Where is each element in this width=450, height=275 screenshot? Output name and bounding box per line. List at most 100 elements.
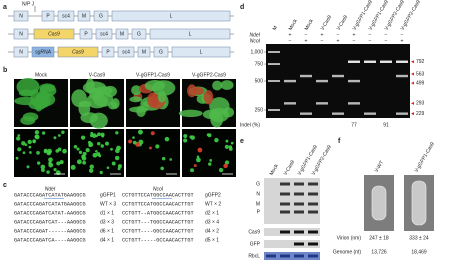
lane-label: V-Cas9: [320, 14, 334, 31]
enzyme-sign: +: [321, 32, 324, 38]
gene-box: [137, 46, 151, 58]
size-marker: [411, 101, 414, 105]
allele-count: d1 × 1: [100, 210, 114, 216]
leaf: [136, 105, 146, 117]
cell: [97, 132, 101, 137]
blot-band: [280, 230, 290, 234]
leaf: [129, 96, 142, 103]
blot-band: [280, 182, 290, 186]
junction-label: N/P J: [22, 1, 35, 7]
cell: [48, 162, 54, 168]
blot-label: GFP: [250, 241, 261, 247]
gel-band: [396, 112, 408, 115]
blot-band: [280, 210, 290, 214]
gene-box: [13, 10, 29, 22]
gel-band: [332, 112, 344, 115]
gene-label: P: [46, 14, 50, 20]
enzyme-sign: +: [401, 38, 404, 44]
allele-count: d6 × 1: [100, 228, 114, 234]
blot-band: [308, 210, 318, 214]
target-sequence: GATACCCAGATCATATGAAGGCG: [14, 192, 86, 198]
ladder-band: [268, 63, 280, 65]
enzyme-sign: −: [369, 32, 372, 38]
gene-label: sc4: [100, 32, 108, 38]
gel-band: [396, 60, 408, 63]
lane-label: V-Cas9: [336, 14, 350, 31]
cell: [224, 160, 230, 165]
cell: [100, 132, 105, 137]
blot-band: [280, 192, 290, 196]
allele-sequence: GATACCCAGATCATATGAAGGCG: [14, 201, 86, 207]
leaf: [220, 80, 234, 90]
cell: [73, 145, 78, 149]
gel-band: [332, 74, 344, 78]
gene-label: sgRNA: [35, 50, 52, 56]
blot-band: [294, 192, 304, 196]
cell: [17, 134, 21, 137]
cell: [92, 152, 98, 158]
cell: [214, 137, 219, 143]
cell: [17, 147, 22, 152]
cell: [224, 144, 229, 149]
blot-label: RbcL: [248, 253, 260, 259]
size-label: 293: [416, 101, 425, 107]
image-label: V-WT: [374, 160, 385, 174]
cell: [28, 145, 32, 149]
cell: [208, 162, 212, 166]
column-label: V-gGFP2-Cas9: [192, 72, 226, 78]
cell: [36, 161, 41, 165]
blot-band: [294, 242, 304, 246]
blot-band: [308, 182, 318, 186]
cell: [41, 131, 46, 135]
enzyme-sign: −: [305, 32, 308, 38]
ladder-band: [268, 51, 280, 53]
virion-size: 333 ± 24: [409, 235, 429, 241]
gene-box: [93, 10, 109, 22]
cell: [15, 156, 19, 160]
leaf: [80, 112, 99, 124]
cell: [150, 131, 155, 136]
allele-sequence: CCTGTT---TGGCCAACACTTGT: [122, 219, 194, 225]
panel-label: c: [3, 182, 7, 189]
allele-count: WT × 3: [100, 201, 116, 207]
allele-count: d4 × 1: [100, 237, 114, 243]
cell: [218, 167, 224, 173]
leaf: [108, 101, 118, 110]
cell: [155, 144, 160, 149]
leaf: [203, 90, 214, 105]
blot-label: Cas9: [248, 229, 260, 235]
enzyme-sign: −: [321, 38, 324, 44]
gene-box: [77, 10, 91, 22]
cell: [62, 148, 67, 154]
panel-label: f: [338, 138, 341, 145]
enzyme-sign: −: [369, 38, 372, 44]
cell: [78, 150, 83, 154]
gene-label: G: [159, 50, 163, 56]
lane-label: Mock: [304, 18, 315, 32]
cell: [149, 146, 152, 150]
leaf: [151, 80, 176, 96]
leaf: [103, 85, 117, 97]
ladder-label: 750: [255, 61, 264, 67]
genome-size: 13,726: [371, 249, 387, 255]
cell: [24, 143, 28, 147]
leaf: [209, 107, 229, 123]
site-label: NcoI: [153, 186, 164, 192]
blot-band: [308, 230, 318, 234]
cell: [128, 139, 133, 144]
blot-band: [266, 254, 276, 258]
gene-label: N: [19, 32, 23, 38]
panel-label: d: [240, 4, 244, 11]
lane-label: Mock: [288, 18, 299, 32]
cell: [82, 160, 87, 165]
ladder-band: [268, 80, 280, 82]
gene-box: [117, 46, 135, 58]
cell: [76, 147, 80, 151]
cell: [95, 134, 98, 138]
gel-band: [364, 60, 376, 63]
allele-sequence: GATACCCAGATCA----AAGGCG: [14, 237, 86, 243]
gene-box: [131, 28, 147, 40]
cell: [88, 168, 94, 173]
cell: [132, 136, 135, 139]
blot-band: [308, 192, 318, 196]
